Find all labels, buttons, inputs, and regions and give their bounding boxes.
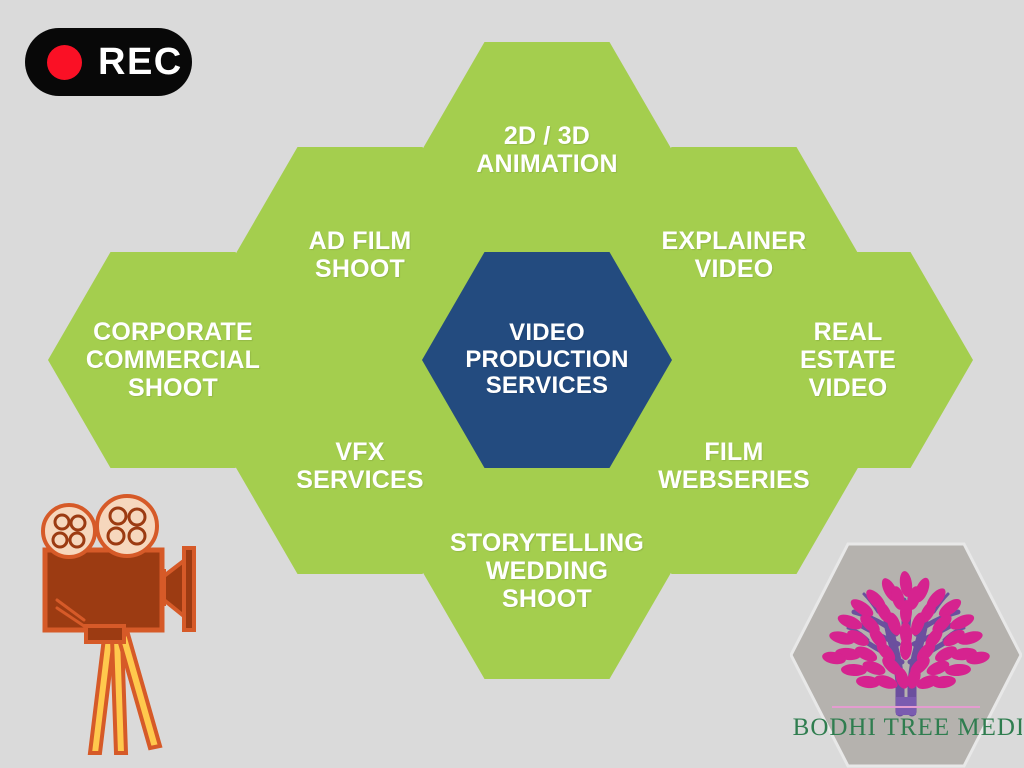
hex-node-vfx-label: VFX SERVICES (296, 438, 424, 494)
hex-node-ad-film-label: AD FILM SHOOT (308, 227, 412, 283)
hex-node-corporate-label: CORPORATE COMMERCIAL SHOOT (85, 318, 261, 402)
hex-node-animation-label: 2D / 3D ANIMATION (476, 122, 618, 178)
hex-node-real-estate-label: REAL ESTATE VIDEO (799, 318, 897, 402)
record-dot-icon (47, 44, 82, 80)
brand-logo: A BODHI TREE MEDIA (768, 542, 1024, 768)
hex-node-storytelling-label: STORYTELLING WEDDING SHOOT (449, 529, 645, 613)
rec-badge: REC (25, 28, 192, 96)
logo-wordmark: A BODHI TREE MEDIA (790, 714, 1022, 741)
bodhi-tree-icon (822, 571, 990, 717)
rec-label: REC (98, 41, 183, 83)
hex-node-center-label: VIDEO PRODUCTION SERVICES (465, 318, 629, 400)
hex-node-explainer-label: EXPLAINER VIDEO (661, 227, 807, 283)
hex-node-real-estate[interactable]: REAL ESTATE VIDEO (723, 252, 973, 468)
hex-node-film-webseries-label: FILM WEBSERIES (658, 438, 810, 494)
movie-camera-icon (12, 478, 248, 768)
